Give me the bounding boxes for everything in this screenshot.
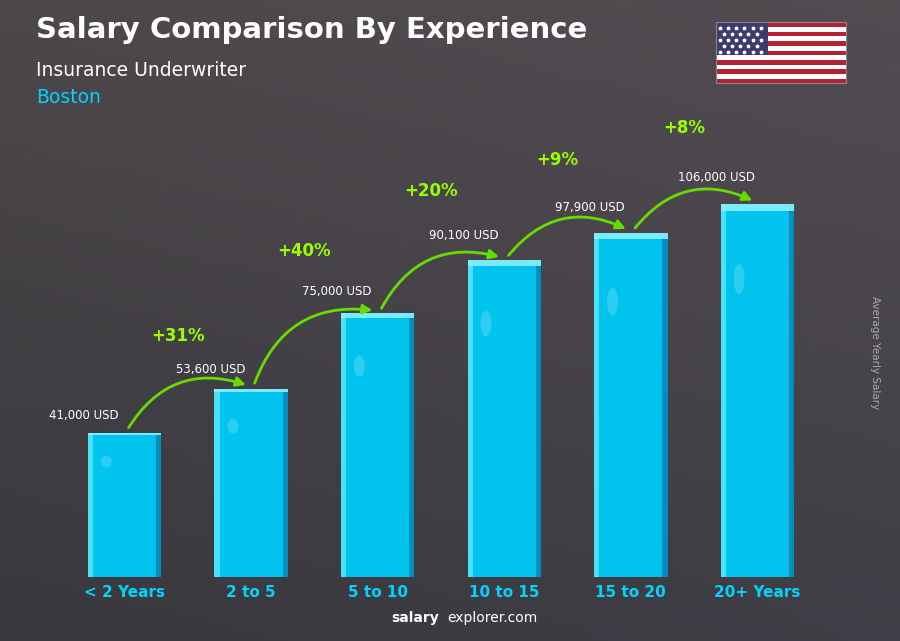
Ellipse shape [607,288,618,315]
Text: +8%: +8% [663,119,705,137]
Bar [157,433,161,577]
Bar [716,46,846,51]
Bar [716,41,846,46]
Bar [341,313,414,577]
Text: 106,000 USD: 106,000 USD [679,171,755,184]
Bar [716,69,846,74]
Bar [716,79,846,83]
Bar [716,60,846,65]
Ellipse shape [101,456,112,467]
Text: +20%: +20% [404,182,458,200]
Text: +40%: +40% [277,242,331,260]
Bar [721,204,725,577]
Bar [716,74,846,79]
Text: Average Yearly Salary: Average Yearly Salary [869,296,880,409]
Bar [716,22,768,55]
Text: Boston: Boston [36,88,101,108]
Bar [88,433,161,435]
Text: Insurance Underwriter: Insurance Underwriter [36,61,246,80]
Bar [594,233,668,577]
Bar [283,388,288,577]
Bar [716,51,846,55]
Bar [214,388,288,392]
Bar [468,260,541,266]
Ellipse shape [734,264,744,294]
Bar [789,204,794,577]
Text: 75,000 USD: 75,000 USD [302,285,372,297]
Bar [716,65,846,69]
Bar [721,204,794,211]
Text: 90,100 USD: 90,100 USD [429,229,499,242]
Bar [716,27,846,32]
Bar [88,433,93,577]
Bar [341,313,346,577]
Ellipse shape [354,356,364,377]
Bar [88,433,161,577]
Bar [716,32,846,37]
Bar [468,260,472,577]
Bar [716,37,846,41]
Bar [716,55,846,60]
Bar [468,260,541,577]
Text: 53,600 USD: 53,600 USD [176,363,246,376]
Bar [214,388,288,577]
Text: 97,900 USD: 97,900 USD [555,201,625,214]
Bar [214,388,220,577]
Bar [410,313,414,577]
Bar [662,233,668,577]
Text: +31%: +31% [151,327,204,345]
Bar [716,22,846,27]
Text: +9%: +9% [536,151,579,169]
Text: explorer.com: explorer.com [447,611,537,625]
Bar [594,233,599,577]
Text: Salary Comparison By Experience: Salary Comparison By Experience [36,16,587,44]
Bar [341,313,414,318]
Ellipse shape [228,419,238,434]
Ellipse shape [481,311,491,337]
Text: salary: salary [392,611,439,625]
Bar [721,204,794,577]
Bar [536,260,541,577]
Bar [594,233,668,239]
Text: 41,000 USD: 41,000 USD [50,409,119,422]
